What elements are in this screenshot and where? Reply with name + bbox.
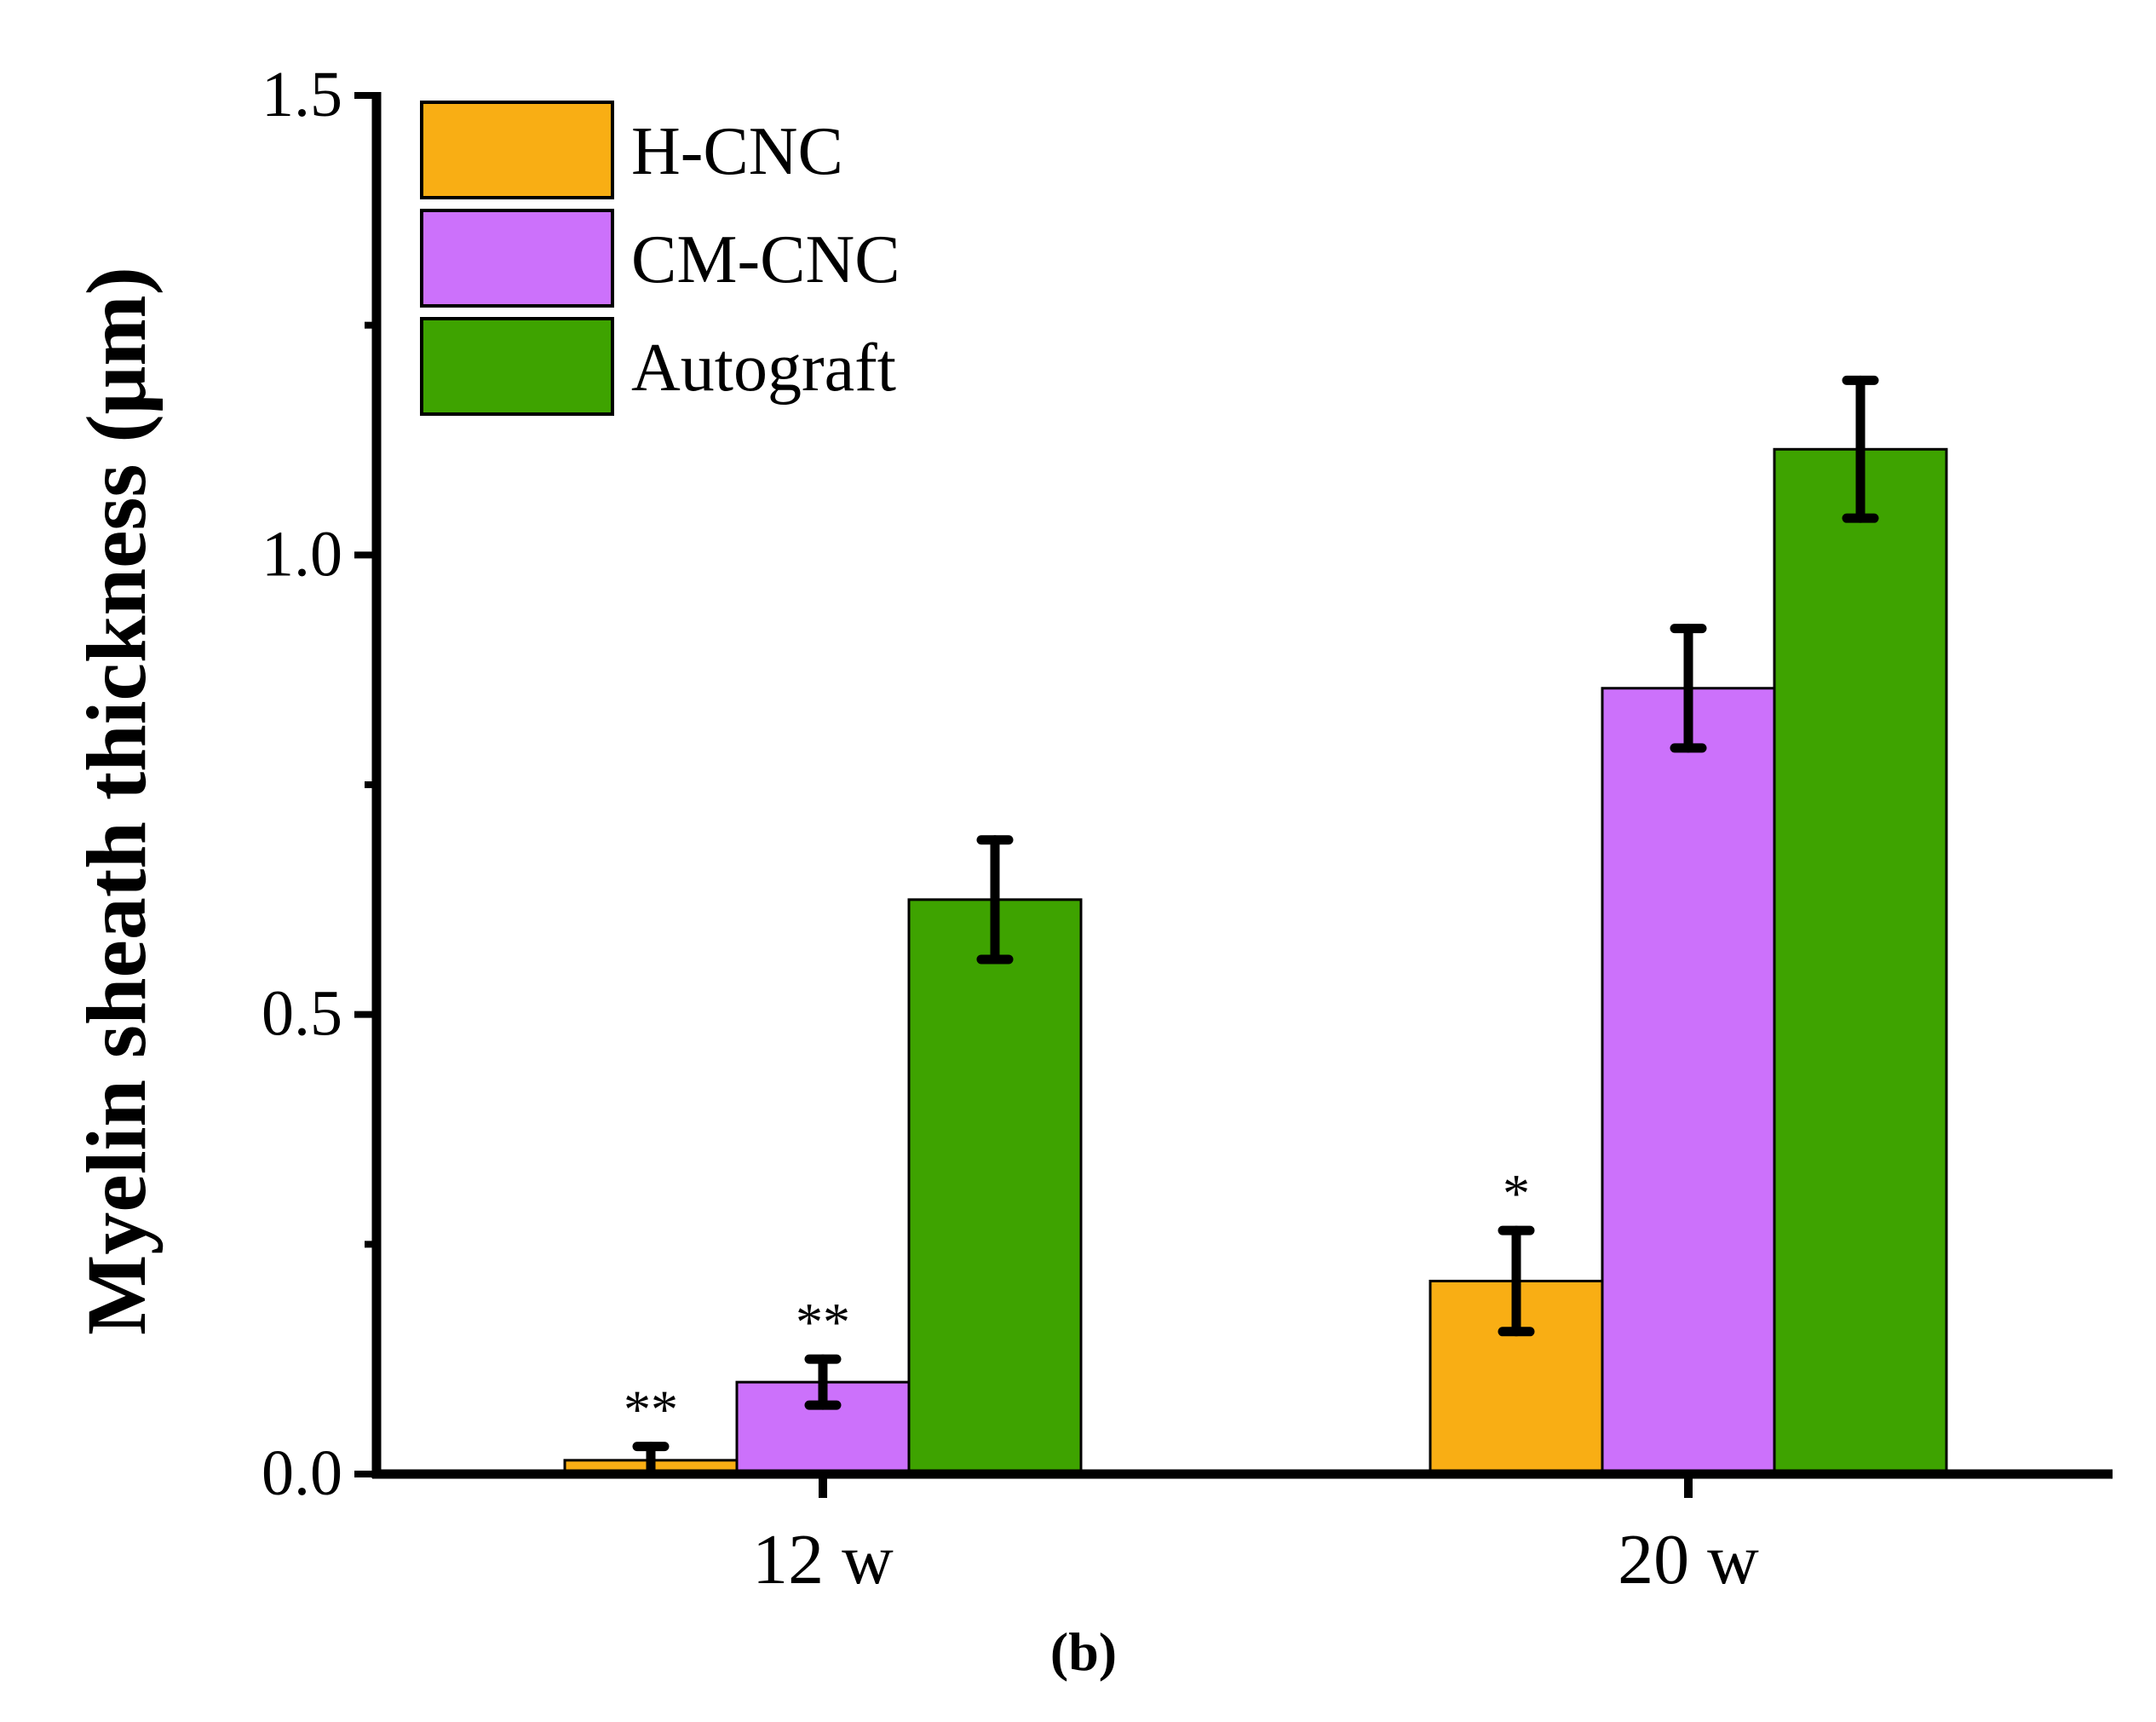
legend-label: CM-CNC — [631, 222, 900, 297]
y-tick-label: 0.5 — [262, 978, 342, 1050]
legend-swatch — [420, 317, 614, 416]
significance-layer: ***** — [624, 1163, 1530, 1439]
error-bar-autograft-12w — [976, 835, 1014, 965]
axes-layer: 0.0 0.5 1.0 1.5 12 w 20 w — [262, 59, 2113, 1599]
significance-mark: ** — [624, 1379, 678, 1440]
y-tick-label: 1.5 — [262, 59, 342, 130]
bar-cm-cnc-20w — [1601, 687, 1776, 1476]
y-axis-label: Myelin sheath thickness (μm) — [69, 267, 164, 1335]
error-bar-h-cnc-20w — [1498, 1225, 1535, 1337]
error-bar-autograft-20w — [1842, 375, 1879, 523]
y-tick-label: 1.0 — [262, 518, 342, 590]
significance-mark: * — [1503, 1163, 1530, 1224]
legend-item-cm-cnc: CM-CNC — [420, 209, 900, 308]
legend-label: H-CNC — [631, 114, 843, 189]
bars-layer — [563, 447, 1948, 1476]
legend-label: Autograft — [631, 331, 896, 406]
legend-item-autograft: Autograft — [420, 317, 896, 416]
legend-swatch — [420, 101, 614, 199]
legend: H-CNC CM-CNC Autograft — [420, 101, 900, 416]
x-tick-label: 20 w — [1618, 1520, 1759, 1599]
bar-autograft-12w — [907, 898, 1083, 1476]
error-bar-cm-cnc-12w — [804, 1354, 842, 1410]
y-tick-label: 0.0 — [262, 1437, 342, 1509]
legend-item-h-cnc: H-CNC — [420, 101, 843, 199]
legend-swatch — [420, 209, 614, 308]
error-bar-cm-cnc-20w — [1670, 624, 1707, 753]
bar-autograft-20w — [1773, 447, 1948, 1476]
panel-label: (b) — [1050, 1621, 1117, 1682]
x-tick-label: 12 w — [752, 1520, 894, 1599]
significance-mark: ** — [796, 1292, 850, 1352]
